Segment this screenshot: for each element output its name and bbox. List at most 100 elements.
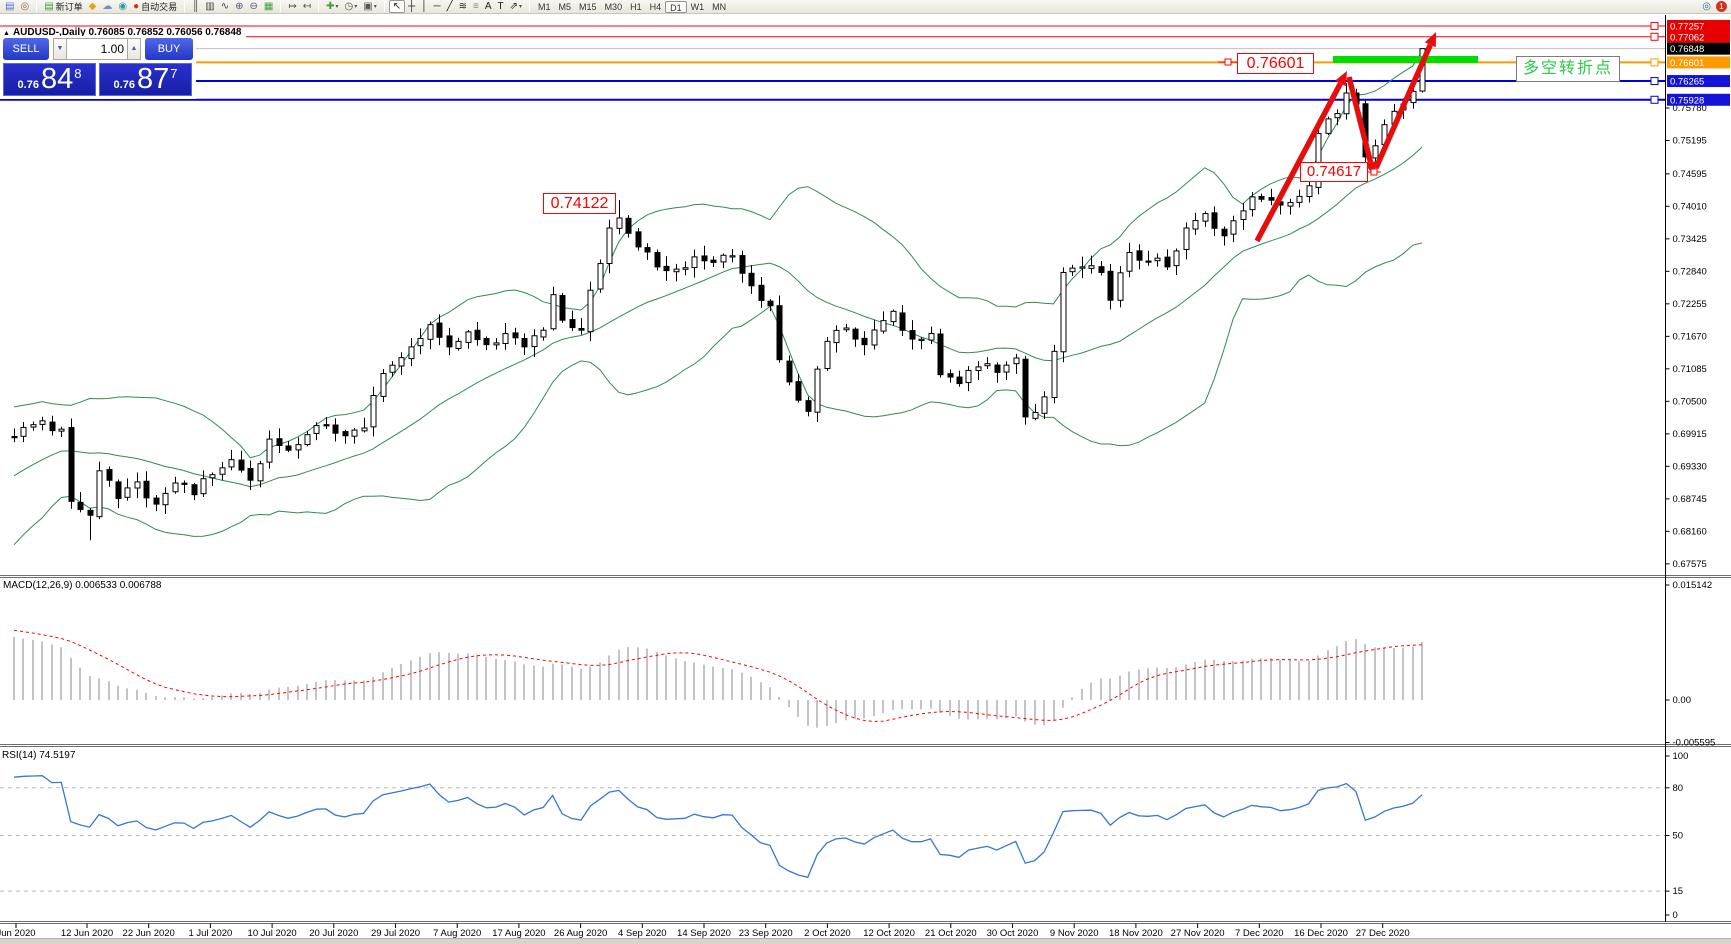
- profile-icon[interactable]: ☁: [99, 0, 115, 13]
- candle-bear: [994, 364, 1001, 373]
- candlestick-chart-icon[interactable]: ▥: [202, 0, 217, 13]
- line-end-marker[interactable]: [1650, 32, 1659, 41]
- macd-histogram-bar: [693, 662, 695, 700]
- price-badge: [1667, 56, 1730, 69]
- indicators-icon: ✚: [326, 1, 335, 12]
- volume-input[interactable]: 1.00: [67, 38, 127, 60]
- styler-icon[interactable]: ◆: [86, 0, 100, 13]
- date-tick-label: Jun 2020: [0, 928, 36, 939]
- search-icon[interactable]: ◎: [1702, 1, 1711, 12]
- line-end-marker[interactable]: [1650, 21, 1659, 30]
- periods-icon[interactable]: ◷ ▾: [342, 0, 361, 13]
- templates-icon[interactable]: ▣ ▾: [360, 0, 379, 13]
- tile-windows-icon[interactable]: ▦: [261, 0, 276, 13]
- timeframe-button-m5[interactable]: M5: [558, 1, 572, 12]
- zoom-in-icon[interactable]: ⊕: [232, 0, 246, 13]
- candle-bull: [597, 263, 604, 290]
- price-label-low[interactable]: 0.74617: [1300, 162, 1368, 182]
- macd-signal-line: [13, 629, 1423, 723]
- line-end-marker[interactable]: [1650, 58, 1659, 67]
- horizontal-line-icon[interactable]: ─: [430, 0, 443, 13]
- macd-histogram-bar: [1355, 639, 1357, 700]
- timeframe-button-m30[interactable]: M30: [604, 1, 623, 12]
- timeframe-button-h4[interactable]: H4: [649, 1, 662, 12]
- volume-increase-button[interactable]: ▲: [127, 38, 141, 60]
- channel-icon[interactable]: ≋: [456, 0, 470, 13]
- timeframe-button-h1[interactable]: H1: [630, 1, 642, 12]
- vertical-line-icon[interactable]: │: [418, 0, 430, 13]
- text-icon[interactable]: A: [482, 0, 495, 13]
- label-icon[interactable]: T: [495, 0, 507, 13]
- sell-price-display[interactable]: 0.76 84 8: [3, 63, 96, 96]
- volume-decrease-button[interactable]: ▼: [53, 38, 67, 60]
- cursor-icon[interactable]: ↖: [388, 0, 406, 13]
- shapes-icon[interactable]: ⇗ ▾: [507, 0, 525, 13]
- timeframe-button-w1[interactable]: W1: [690, 1, 705, 12]
- dropdown-arrow-icon[interactable]: ▾: [335, 4, 339, 10]
- macd-histogram-bar: [1166, 668, 1168, 700]
- candle-bull: [880, 320, 887, 332]
- notification-badge[interactable]: 1: [1716, 1, 1727, 12]
- new-order-button[interactable]: ▤ 新订单: [41, 0, 85, 13]
- crosshair-icon[interactable]: ┼: [405, 0, 418, 13]
- macd-histogram-bar: [117, 685, 119, 700]
- candle-bull: [1013, 357, 1020, 365]
- timeframe-button-m15[interactable]: M15: [579, 1, 597, 12]
- rsi-pane: [0, 775, 1665, 892]
- timeframe-button-d1[interactable]: D1: [665, 0, 687, 13]
- candle-bear: [644, 247, 651, 253]
- market-watch-icon[interactable]: ◎: [17, 0, 32, 13]
- macd-histogram-bar: [1138, 669, 1140, 700]
- candle-bull: [1249, 196, 1256, 211]
- price-label-high[interactable]: 0.74122: [543, 193, 616, 214]
- macd-histogram-bar: [400, 664, 402, 700]
- line-end-marker[interactable]: [1650, 77, 1659, 86]
- dropdown-arrow-icon[interactable]: ▾: [519, 4, 523, 10]
- chart-shift-icon[interactable]: ↤: [300, 0, 314, 13]
- macd-histogram-bar: [259, 692, 261, 700]
- trend-arrow[interactable]: [1254, 82, 1343, 243]
- timeframe-button-m1[interactable]: M1: [538, 1, 551, 12]
- trend-arrow[interactable]: [1346, 76, 1374, 164]
- indicators-icon[interactable]: ✚ ▾: [323, 0, 341, 13]
- date-tick-label: 27 Nov 2020: [1171, 928, 1225, 939]
- dropdown-arrow-icon[interactable]: ▾: [354, 4, 358, 10]
- buy-price-display[interactable]: 0.76 87 7: [99, 63, 192, 96]
- zone-highlight-bar[interactable]: [1333, 56, 1478, 63]
- dropdown-arrow-icon[interactable]: ▾: [373, 4, 377, 10]
- note-text-box[interactable]: 多空转折点: [1516, 56, 1621, 82]
- macd-histogram-bar: [1024, 700, 1026, 722]
- buy-button[interactable]: BUY: [145, 38, 193, 60]
- macd-histogram-bar: [211, 696, 213, 700]
- signals-icon[interactable]: ◉: [115, 0, 130, 13]
- macd-histogram-bar: [750, 676, 752, 700]
- fibonacci-icon[interactable]: ≡: [470, 0, 482, 13]
- macd-histogram-bar: [268, 689, 270, 700]
- date-tick-label: 12 Jun 2020: [61, 928, 113, 939]
- label-anchor-square[interactable]: [1224, 58, 1232, 66]
- axis-tick-label: 0.69330: [1673, 461, 1707, 472]
- new-chart-icon[interactable]: ▤: [2, 0, 17, 13]
- line-end-marker[interactable]: [1650, 95, 1659, 104]
- auto-trading-button-label: 自动交易: [141, 2, 178, 12]
- zoom-out-icon[interactable]: ⊖: [246, 0, 260, 13]
- trend-arrow[interactable]: [1373, 43, 1433, 170]
- label-anchor-square[interactable]: [1370, 168, 1378, 176]
- auto-scroll-icon[interactable]: ↦: [285, 0, 299, 13]
- price-badge-label: 0.76601: [1670, 58, 1704, 69]
- sell-button[interactable]: SELL: [3, 38, 49, 60]
- toolbar-separator: [318, 1, 320, 12]
- crosshair-icon: ┼: [408, 1, 416, 12]
- symbol-marker-icon: ▲: [3, 30, 10, 37]
- line-chart-icon[interactable]: ∿: [218, 0, 232, 13]
- trend-arrow-head[interactable]: [1335, 71, 1347, 87]
- bb-middle-band: [13, 146, 1423, 488]
- bar-chart-icon[interactable]: ║: [189, 0, 202, 13]
- auto-trading-button[interactable]: ● 自动交易: [130, 0, 180, 13]
- price-label-sell-level[interactable]: 0.76601: [1237, 53, 1314, 74]
- trend-arrow-head[interactable]: [1424, 32, 1436, 48]
- macd-histogram-bar: [1223, 661, 1225, 700]
- trendline-icon[interactable]: ╱: [444, 0, 456, 13]
- timeframe-button-mn[interactable]: MN: [712, 1, 727, 12]
